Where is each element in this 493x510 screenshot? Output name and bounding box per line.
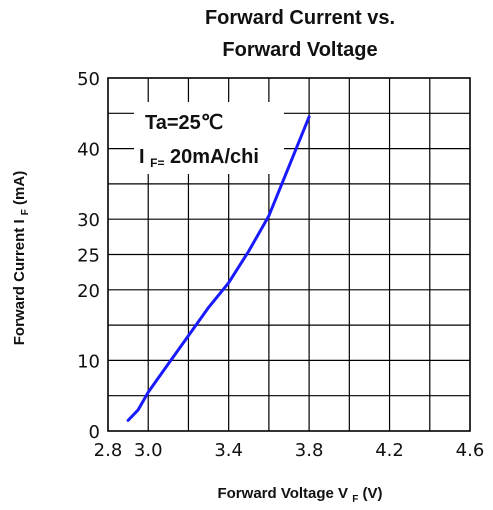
chart-title-line2: Forward Voltage [222,39,377,61]
x-axis-title-main: Forward Voltage V [217,485,348,502]
x-tick-label: 4.6 [456,440,485,461]
annotation-current-rest: 20mA/chi [170,146,259,168]
y-axis-title-unit: (mA) [11,171,28,205]
x-axis-title-unit: (V) [363,485,383,502]
annotation-current: I F= 20mA/chi [139,146,259,172]
y-tick-label: 10 [77,351,100,372]
y-tick-label: 30 [77,210,100,231]
annotation-current-main: I [139,146,145,168]
x-axis-title: Forward Voltage V F (V) [217,485,382,506]
series-layer [126,115,311,422]
x-tick-label: 3.0 [134,440,163,461]
y-tick-label: 20 [77,281,100,302]
x-axis-title-sub: F [352,494,358,505]
y-axis-title: Forward Current I F (mA) [11,171,32,345]
plot-frame [107,77,471,432]
y-tick-label: 0 [89,422,100,443]
y-tick-label: 40 [77,140,100,161]
annotation-temperature: Ta=25℃ [145,112,223,134]
y-tick-label: 50 [77,69,100,90]
y-tick-label: 25 [77,246,100,267]
series-line [126,115,311,422]
x-tick-label: 2.8 [94,440,123,461]
grid [107,77,471,432]
annotation-current-sub: F= [150,156,164,170]
x-tick-label: 4.2 [375,440,404,461]
x-tick-label: 3.8 [295,440,324,461]
y-axis-title-main: Forward Current I [11,219,28,345]
x-tick-label: 3.4 [214,440,243,461]
annotation-box: Ta=25℃ I F= 20mA/chi [134,102,284,174]
chart-title-line1: Forward Current vs. [205,7,395,29]
y-axis-title-sub: F [20,209,31,215]
tick-labels: 2.8 3.0 3.4 3.8 4.2 4.6 0 10 20 25 30 40 50 [77,69,484,461]
annotation-background [134,102,284,174]
